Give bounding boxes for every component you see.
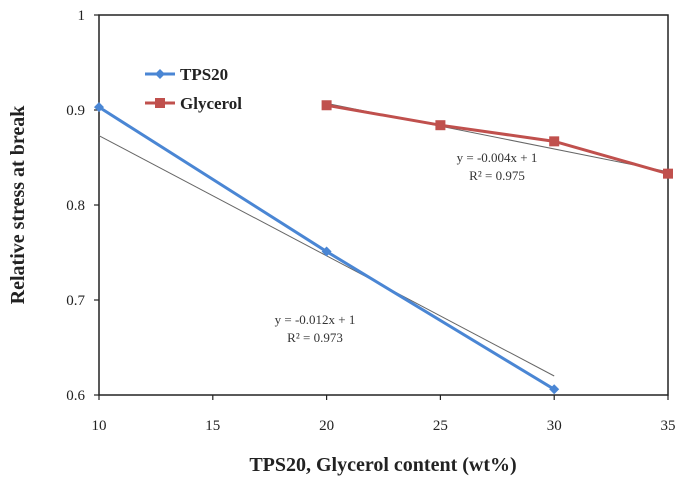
- data-point-glycerol: [435, 120, 446, 131]
- y-axis-ticks: 0.6 0.7 0.8 0.9 1: [66, 8, 99, 404]
- legend-tps20-label: TPS20: [180, 65, 228, 84]
- x-tick-label: 25: [433, 418, 448, 434]
- annotation-glycerol-r2: R² = 0.975: [469, 168, 525, 183]
- y-tick-label: 0.6: [66, 388, 85, 404]
- x-tick-label: 15: [205, 418, 220, 434]
- legend: TPS20 Glycerol: [145, 65, 242, 113]
- data-point-glycerol: [663, 168, 673, 179]
- data-point-glycerol: [549, 136, 560, 147]
- x-tick-label: 10: [92, 418, 107, 434]
- annotation-tps20-equation: y = -0.012x + 1: [275, 312, 356, 327]
- data-point-tps20: [321, 246, 332, 257]
- annotation-tps20-r2: R² = 0.973: [287, 330, 343, 345]
- y-tick-label: 0.7: [66, 293, 85, 309]
- annotation-glycerol: y = -0.004x + 1 R² = 0.975: [457, 150, 538, 183]
- series-markers: [94, 100, 673, 395]
- series-line-glycerol: [326, 103, 669, 176]
- x-axis-ticks: 10 15 20 25 30 35: [92, 395, 676, 434]
- x-tick-label: 35: [661, 418, 676, 434]
- annotation-glycerol-equation: y = -0.004x + 1: [457, 150, 538, 165]
- y-tick-label: 1: [78, 8, 86, 24]
- x-tick-label: 30: [547, 418, 562, 434]
- y-tick-label: 0.9: [66, 103, 85, 119]
- legend-glycerol-label: Glycerol: [180, 94, 242, 113]
- y-axis-title: Relative stress at break: [7, 105, 29, 305]
- x-axis-title: TPS20, Glycerol content (wt%): [249, 454, 516, 476]
- x-tick-label: 20: [319, 418, 334, 434]
- legend-tps20-marker: [155, 69, 165, 79]
- annotation-tps20: y = -0.012x + 1 R² = 0.973: [275, 312, 356, 345]
- series-lines: [98, 103, 669, 391]
- data-point-tps20: [94, 102, 104, 113]
- data-point-glycerol: [321, 100, 332, 111]
- legend-glycerol-marker: [155, 98, 165, 108]
- y-tick-label: 0.8: [66, 198, 85, 214]
- trendlines: [98, 102, 669, 377]
- data-point-tps20: [549, 384, 560, 395]
